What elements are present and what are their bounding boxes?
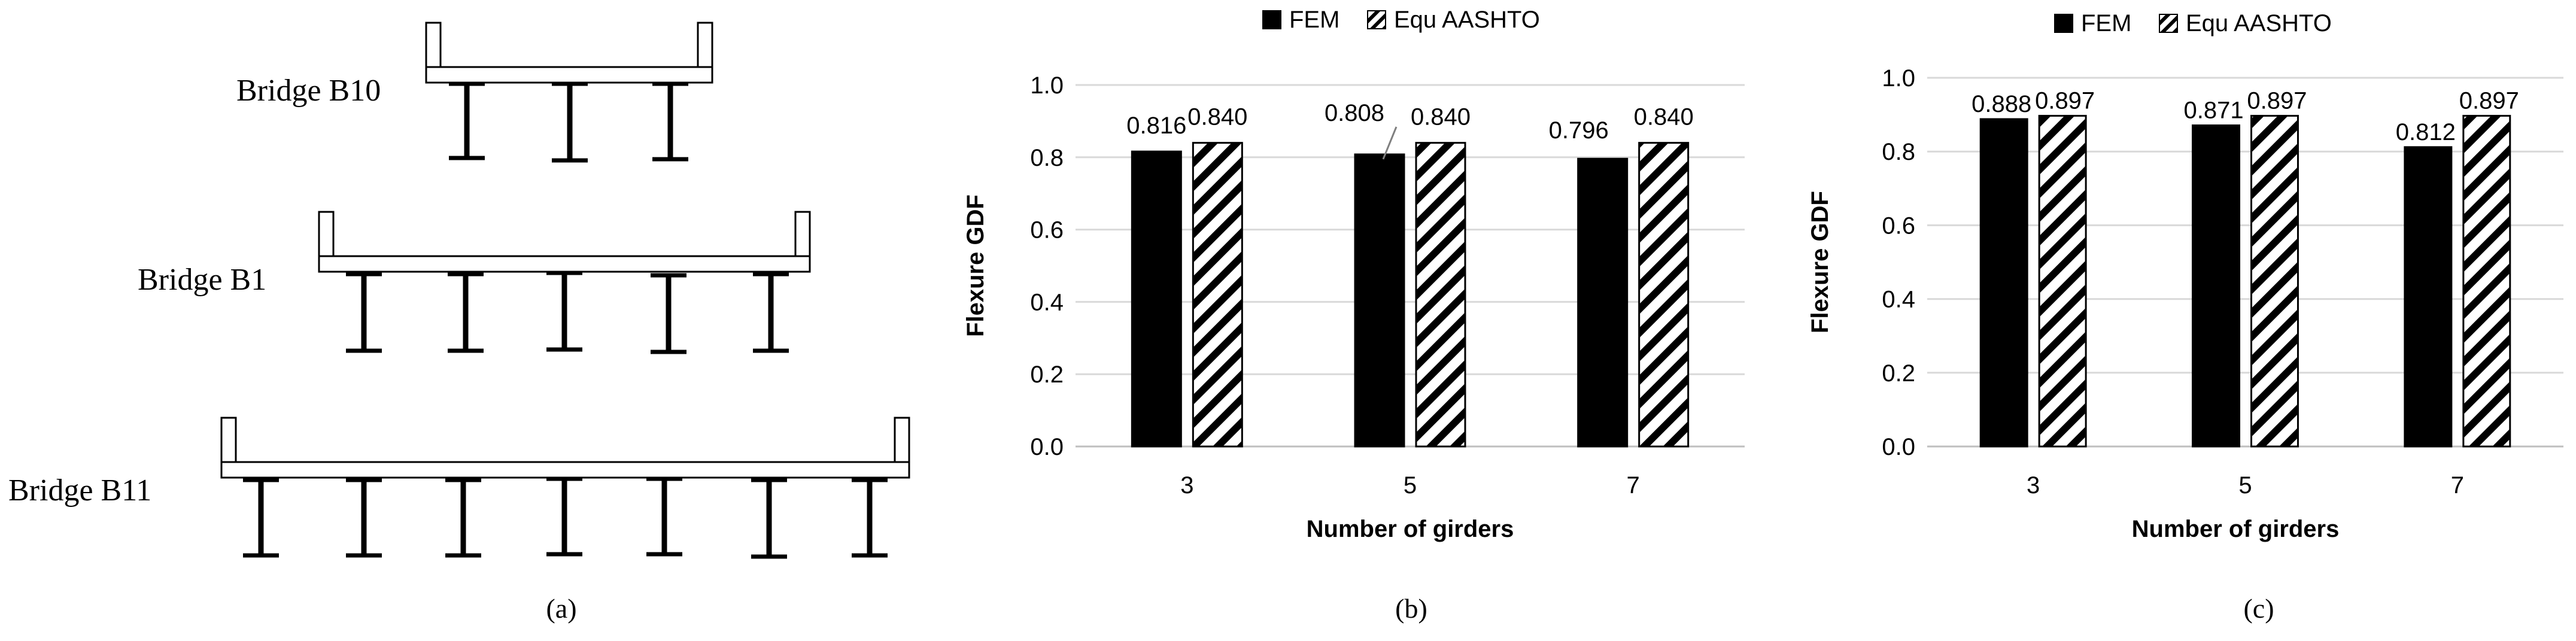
legend-swatch-fem	[1262, 10, 1281, 29]
legend-label: FEM	[1289, 7, 1339, 33]
bridge-label: Bridge B10	[236, 74, 381, 108]
girders	[243, 476, 888, 559]
aashto-bar	[2038, 114, 2087, 448]
legend-label: Equ AASHTO	[2186, 10, 2332, 37]
parapet	[697, 22, 713, 68]
y-tick-label: 0.2	[1882, 360, 1915, 387]
x-tick-label: 7	[1627, 472, 1640, 499]
data-label: 0.897	[2459, 87, 2519, 114]
parapet	[425, 22, 442, 68]
deck-slab	[318, 255, 811, 273]
y-axis-title: Flexure GDF	[962, 195, 989, 337]
deck-slab	[425, 66, 713, 84]
legend-label: Equ AASHTO	[1394, 7, 1540, 33]
y-tick-label: 0.6	[1030, 217, 1064, 244]
aashto-bar	[1192, 142, 1243, 448]
parapet	[220, 417, 237, 463]
fem-bar	[1354, 153, 1405, 448]
parapet	[318, 211, 335, 257]
fem-bar	[1979, 118, 2028, 448]
x-axis-title: Number of girders	[1307, 516, 1514, 542]
fem-bar	[1131, 150, 1182, 448]
panel-label-c: (c)	[2243, 593, 2274, 624]
x-tick-label: 3	[2027, 472, 2040, 499]
y-tick-label: 0.8	[1030, 145, 1064, 171]
x-tick-label: 7	[2451, 472, 2464, 499]
x-tick-label: 5	[2238, 472, 2252, 499]
x-tick-label: 3	[1180, 472, 1193, 499]
parapet	[794, 211, 811, 257]
panel-label-a: (a)	[546, 593, 576, 624]
y-tick-label: 1.0	[1030, 72, 1064, 99]
y-tick-label: 0.2	[1030, 361, 1064, 388]
y-tick-label: 0.4	[1882, 287, 1915, 313]
fem-bar	[2192, 124, 2240, 448]
data-label: 0.897	[2247, 87, 2307, 114]
data-label: 0.796	[1549, 117, 1609, 144]
bridge-label: Bridge B1	[138, 263, 266, 297]
y-tick-label: 0.0	[1882, 434, 1915, 460]
label-leader-line	[1382, 126, 1398, 160]
y-tick-label: 0.0	[1030, 434, 1064, 460]
data-label: 0.871	[2183, 97, 2243, 123]
legend: FEM Equ AASHTO	[2054, 10, 2332, 37]
bridge-b1: Bridge B1	[138, 211, 811, 354]
x-axis-title: Number of girders	[2132, 516, 2340, 542]
data-label: 0.812	[2396, 119, 2456, 145]
y-tick-label: 0.8	[1882, 139, 1915, 165]
bridge-b10: Bridge B10	[236, 22, 713, 163]
parapet	[894, 417, 910, 463]
aashto-bar	[2462, 114, 2511, 448]
data-label: 0.840	[1634, 104, 1694, 130]
aashto-bar	[2250, 114, 2299, 448]
y-axis-title: Flexure GDF	[1807, 191, 1833, 333]
bridge-label: Bridge B11	[8, 473, 151, 508]
aashto-bar	[1415, 142, 1466, 448]
legend: FEM Equ AASHTO	[1262, 7, 1540, 33]
panel-label-b: (b)	[1395, 593, 1427, 624]
fem-bar	[1577, 157, 1629, 448]
bridge-b11: Bridge B11	[8, 417, 910, 559]
data-label: 0.808	[1325, 100, 1384, 126]
data-label: 0.840	[1411, 104, 1471, 130]
y-tick-label: 0.6	[1882, 212, 1915, 239]
legend-swatch-aashto	[1367, 10, 1386, 29]
girders	[346, 271, 789, 354]
legend-swatch-aashto	[2159, 14, 2178, 33]
fem-bar	[2404, 146, 2453, 448]
bridge-cross-sections: Bridge B10 Bridge B1	[8, 22, 910, 624]
data-label: 0.816	[1126, 113, 1186, 139]
y-tick-label: 0.4	[1030, 289, 1064, 315]
x-tick-label: 5	[1404, 472, 1417, 499]
legend-swatch-fem	[2054, 14, 2073, 33]
data-label: 0.897	[2035, 87, 2095, 114]
legend-label: FEM	[2081, 10, 2131, 37]
deck-slab	[220, 461, 910, 479]
girders	[449, 81, 688, 163]
data-label: 0.840	[1187, 104, 1247, 130]
data-label: 0.888	[1972, 91, 2031, 117]
aashto-bar	[1638, 142, 1690, 448]
y-tick-label: 1.0	[1882, 65, 1915, 92]
